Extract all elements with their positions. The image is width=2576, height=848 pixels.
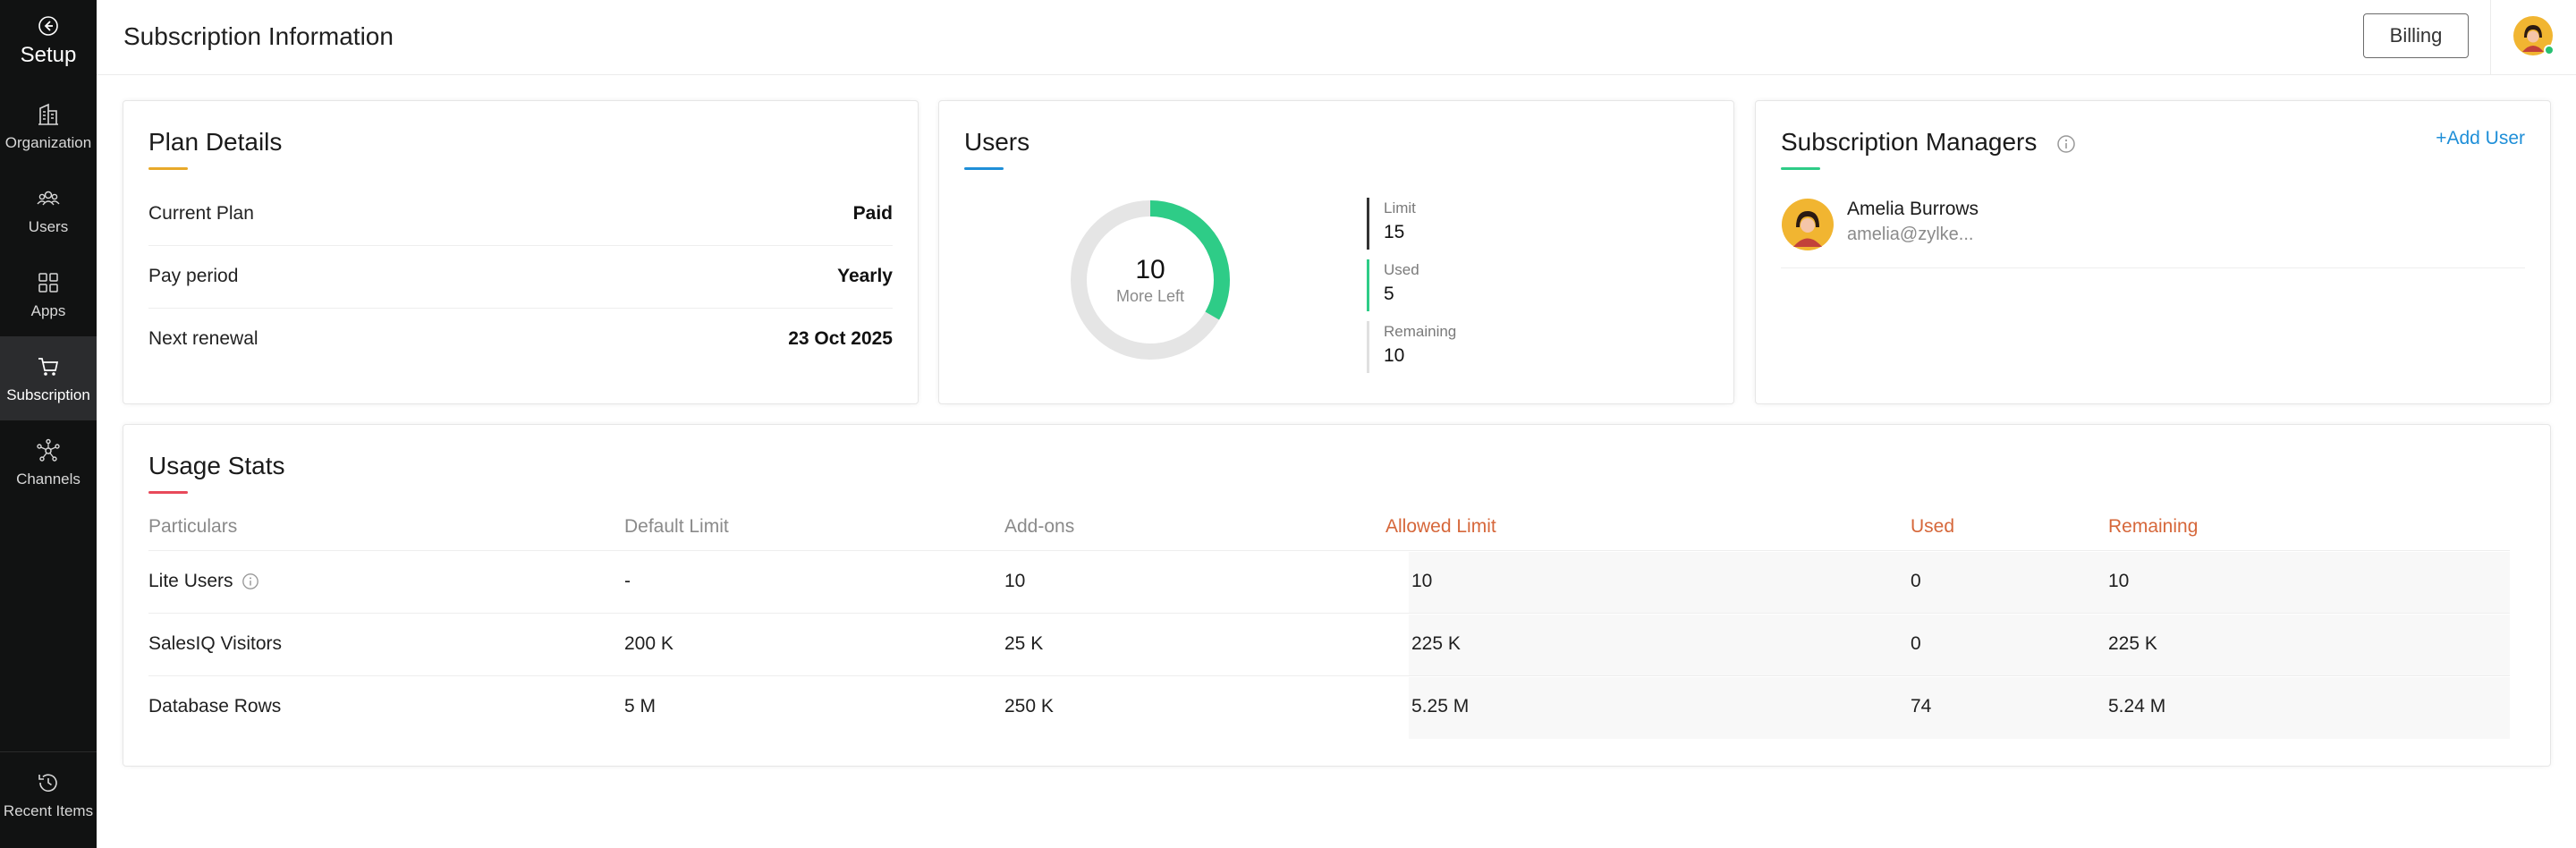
stat-label: Remaining (1384, 323, 1457, 340)
billing-button[interactable]: Billing (2363, 13, 2469, 58)
header-divider (2490, 0, 2491, 75)
sidebar-item-subscription[interactable]: Subscription (0, 336, 97, 420)
apps-grid-icon (38, 273, 58, 293)
plan-row-label: Pay period (148, 266, 239, 286)
cell-particular: Database Rows (148, 696, 282, 717)
cell-used: 0 (1911, 633, 1921, 654)
table-row: Lite Users - 10 10 0 10 (148, 550, 2510, 614)
info-icon[interactable] (242, 572, 259, 590)
cell-addons: 10 (1004, 571, 1026, 591)
manager-name: Amelia Burrows (1847, 199, 1979, 219)
cell-particular: Lite Users (148, 571, 233, 591)
column-header: Default Limit (624, 516, 729, 537)
sidebar-item-label: Subscription (6, 386, 90, 403)
title-underline (148, 167, 188, 170)
sidebar-item-users[interactable]: Users (0, 168, 97, 252)
users-stat-used: Used 5 (1367, 259, 1510, 311)
users-icon (37, 191, 60, 206)
cell-used: 0 (1911, 571, 1921, 591)
info-icon[interactable] (2056, 134, 2076, 154)
subscription-managers-title: Subscription Managers (1781, 128, 2038, 156)
table-header: Particulars Default Limit Add-ons Allowe… (148, 507, 2510, 550)
sidebar-item-label: Channels (16, 471, 80, 488)
cell-remaining: 10 (2108, 571, 2130, 591)
column-header: Add-ons (1004, 516, 1075, 537)
page-title: Subscription Information (123, 22, 394, 50)
plan-row: Next renewal 23 Oct 2025 (148, 309, 893, 371)
users-stat-limit: Limit 15 (1367, 198, 1510, 250)
manager-avatar (1782, 199, 1834, 250)
stat-value: 10 (1384, 345, 1405, 366)
plan-row-value: Paid (852, 203, 893, 224)
cell-remaining: 5.24 M (2108, 696, 2166, 717)
cell-remaining: 225 K (2108, 633, 2157, 654)
stat-value: 5 (1384, 284, 1394, 304)
title-underline (964, 167, 1004, 170)
stat-value: 15 (1384, 222, 1405, 242)
history-icon (38, 774, 57, 792)
sidebar-item-apps[interactable]: Apps (0, 252, 97, 336)
back-arrow-icon[interactable] (38, 15, 59, 37)
sidebar-item-label: Organization (4, 134, 92, 151)
page-header: Subscription Information Billing (97, 0, 2576, 75)
column-header: Allowed Limit (1385, 516, 1496, 537)
sidebar-item-label: Users (28, 218, 69, 235)
cart-icon (38, 358, 59, 376)
users-donut-chart (1071, 200, 1230, 360)
cell-used: 74 (1911, 696, 1932, 717)
stat-label: Used (1384, 261, 1419, 278)
donut-value: 10 (1135, 255, 1165, 284)
cell-default-limit: 5 M (624, 696, 657, 717)
cell-allowed: 10 (1411, 571, 1433, 591)
sidebar-item-label: Recent Items (3, 802, 94, 819)
cell-allowed: 225 K (1411, 633, 1461, 654)
cell-default-limit: 200 K (624, 633, 674, 654)
plan-row-label: Current Plan (148, 203, 254, 224)
column-header: Remaining (2108, 516, 2199, 537)
cell-addons: 250 K (1004, 696, 1054, 717)
users-title: Users (964, 128, 1030, 156)
plan-details-card: Plan Details Current Plan Paid Pay perio… (123, 100, 919, 404)
plan-row-value: 23 Oct 2025 (788, 328, 893, 349)
user-avatar[interactable] (2512, 14, 2555, 57)
donut-used-arc (1071, 200, 1230, 360)
users-stat-remaining: Remaining 10 (1367, 321, 1510, 373)
table-row: Database Rows 5 M 250 K 5.25 M 74 5.24 M (148, 675, 2510, 739)
title-underline (1781, 167, 1820, 170)
channels-hub-icon (37, 438, 60, 462)
title-underline (148, 491, 188, 494)
cell-addons: 25 K (1004, 633, 1044, 654)
sidebar-item-label: Apps (30, 302, 66, 319)
sidebar-item-organization[interactable]: Organization (0, 84, 97, 168)
cell-particular: SalesIQ Visitors (148, 633, 282, 654)
users-card: Users 10 More Left Limit 15 Used 5 Remai… (938, 100, 1734, 404)
highlight-band (1409, 677, 2510, 739)
sidebar-item-recent[interactable]: Recent Items (0, 751, 97, 835)
building-icon (38, 103, 58, 125)
setup-label: Setup (20, 43, 77, 67)
table-row: SalesIQ Visitors 200 K 25 K 225 K 0 225 … (148, 613, 2510, 676)
setup-header[interactable]: Setup (0, 0, 97, 75)
plan-row-label: Next renewal (148, 328, 258, 349)
sidebar-item-channels[interactable]: Channels (0, 420, 97, 505)
subscription-managers-card: Subscription Managers +Add User Amelia B… (1755, 100, 2551, 404)
plan-row: Current Plan Paid (148, 183, 893, 246)
highlight-band (1409, 615, 2510, 676)
plan-row-value: Yearly (837, 266, 893, 286)
list-divider (1781, 267, 2525, 268)
manager-email: amelia@zylke... (1847, 225, 1974, 244)
add-user-link[interactable]: +Add User (2436, 128, 2525, 148)
usage-stats-title: Usage Stats (148, 452, 285, 479)
donut-caption: More Left (1115, 287, 1185, 305)
cell-allowed: 5.25 M (1411, 696, 1470, 717)
stat-label: Limit (1384, 199, 1416, 216)
plan-row: Pay period Yearly (148, 246, 893, 309)
usage-stats-card: Usage Stats Particulars Default Limit Ad… (123, 424, 2551, 767)
highlight-band (1409, 552, 2510, 614)
sidebar: Setup Organization Users Apps (0, 0, 97, 848)
column-header: Used (1911, 516, 1955, 537)
plan-details-title: Plan Details (148, 128, 283, 156)
cell-default-limit: - (624, 571, 631, 591)
column-header: Particulars (148, 516, 238, 537)
